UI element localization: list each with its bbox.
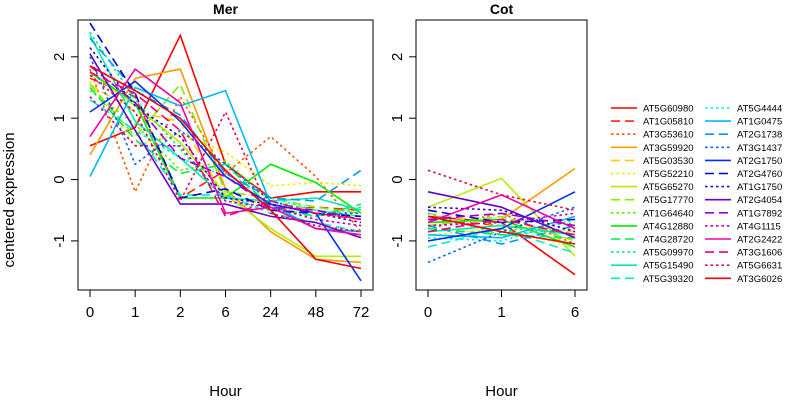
series-line-at4g1115	[427, 212, 576, 227]
series-line-at1g1750	[89, 47, 362, 224]
x-tick-label: 2	[176, 304, 184, 321]
legend-label: AT4G12880	[643, 221, 694, 232]
panel-cot: Cot 0 1 6 -1 0 1 2 Hour	[389, 1, 588, 400]
legend-label: AT2G4054	[737, 195, 782, 206]
legend-label: AT3G1606	[737, 248, 782, 259]
series-line-at2g1750	[427, 191, 576, 242]
x-axis-label: Hour	[485, 383, 518, 400]
series-line-at3g1606	[89, 71, 362, 221]
legend-label: AT5G65270	[643, 182, 694, 193]
series-line-at2g1738	[427, 224, 576, 245]
x-tick-label: 24	[262, 304, 279, 321]
legend-label: AT2G2422	[737, 235, 782, 246]
series-line-at4g28720	[427, 227, 576, 239]
series-line-at5g4444	[427, 218, 576, 242]
legend-label: AT2G1750	[737, 156, 782, 167]
series-line-at5g6631	[427, 169, 576, 211]
panel-title: Mer	[213, 1, 238, 17]
legend-label: AT3G1437	[737, 143, 782, 154]
x-tick-label: 6	[571, 304, 579, 321]
legend-label: AT5G39320	[643, 274, 694, 285]
legend-label: AT3G59920	[643, 143, 694, 154]
y-tick-label: -1	[51, 234, 68, 247]
series-line-at5g17770	[89, 82, 362, 215]
series-line-at3g1606	[427, 218, 576, 236]
legend-label: AT5G4444	[737, 104, 782, 115]
legend-label: AT2G4760	[737, 169, 782, 180]
x-tick-label: 6	[221, 304, 229, 321]
series-line-at4g28720	[89, 86, 362, 218]
series-line-at4g1115	[89, 96, 362, 227]
legend-label: AT5G03530	[643, 156, 694, 167]
y-tick-label: 2	[51, 53, 68, 61]
plot-frame	[415, 19, 588, 291]
series-line-at1g7892	[89, 65, 362, 221]
legend-label: AT4G28720	[643, 235, 694, 246]
series-line-at2g2422	[89, 67, 362, 236]
legend-label: AT1G64640	[643, 208, 694, 219]
x-tick-label: 0	[424, 304, 432, 321]
legend-label: AT3G6026	[737, 274, 782, 285]
y-tick-label: 0	[389, 175, 406, 183]
chart-legend: AT5G60980 AT1G05810 AT3G53610 AT3G59920 AT5G…	[611, 104, 782, 285]
series-line-at1g0475	[427, 215, 576, 239]
plot-frame	[77, 19, 374, 291]
series-line-at3g53610	[427, 212, 576, 245]
legend-label: AT5G60980	[643, 104, 694, 115]
x-tick-label: 48	[307, 304, 324, 321]
series-line-at3g6026	[89, 65, 362, 270]
y-tick-label: 1	[389, 114, 406, 122]
x-tick-label: 72	[353, 304, 370, 321]
series-line-at2g4054	[427, 191, 576, 239]
panel-title: Cot	[490, 1, 514, 17]
x-tick-label: 1	[497, 304, 505, 321]
y-tick-label: 1	[51, 114, 68, 122]
legend-label: AT5G15490	[643, 261, 694, 272]
series-line-at1g1750	[427, 206, 576, 233]
legend-label: AT5G17770	[643, 195, 694, 206]
series-line-at1g7892	[427, 212, 576, 227]
x-tick-label: 1	[131, 304, 139, 321]
y-axis-label: centered expression	[1, 132, 18, 267]
legend-label: AT3G53610	[643, 130, 694, 141]
x-axis-label: Hour	[209, 383, 242, 400]
series-line-at3g53610	[89, 68, 362, 233]
y-tick-label: -1	[389, 234, 406, 247]
x-tick-label: 0	[86, 304, 94, 321]
legend-label: AT1G1750	[737, 182, 782, 193]
y-tick-label: 0	[51, 175, 68, 183]
legend-label: AT5G6631	[737, 261, 782, 272]
legend-label: AT2G1738	[737, 130, 782, 141]
series-line-at2g4054	[89, 53, 362, 239]
y-tick-label: 2	[389, 53, 406, 61]
legend-label: AT1G7892	[737, 208, 782, 219]
chart-panels: Mer 0 1 2 6 24 48 72 -1 0 1 2 Hour Cot 0 1 6 -1 0 1 2 Hour	[51, 1, 588, 400]
legend-label: AT1G0475	[737, 117, 782, 128]
legend-label: AT5G52210	[643, 169, 694, 180]
legend-label: AT4G1115	[737, 221, 781, 232]
series-line-at3g1437	[89, 56, 361, 215]
legend-label: AT5G09970	[643, 248, 694, 259]
series-line-at1g64640	[89, 89, 362, 218]
series-line-at3g6026	[427, 215, 576, 245]
panel-mer: Mer 0 1 2 6 24 48 72 -1 0 1 2 Hour	[51, 1, 374, 400]
legend-label: AT1G05810	[643, 117, 694, 128]
series-line-at5g17770	[427, 215, 576, 242]
